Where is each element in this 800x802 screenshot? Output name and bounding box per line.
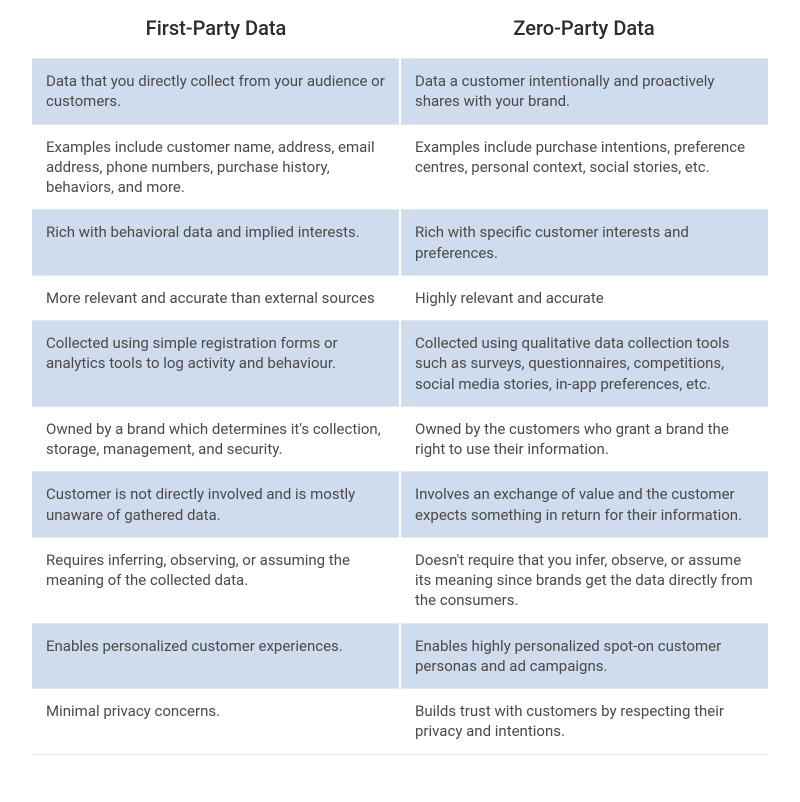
cell-first-party: Examples include customer name, address,… [32, 124, 400, 210]
cell-zero-party: Examples include purchase intentions, pr… [400, 124, 768, 210]
cell-zero-party: Collected using qualitative data collect… [400, 321, 768, 407]
cell-first-party: Minimal privacy concerns. [32, 689, 400, 755]
cell-first-party: Requires inferring, observing, or assumi… [32, 537, 400, 623]
cell-first-party: Data that you directly collect from your… [32, 59, 400, 125]
cell-zero-party: Highly relevant and accurate [400, 275, 768, 320]
table-row: Data that you directly collect from your… [32, 59, 768, 125]
table-row: Rich with behavioral data and implied in… [32, 210, 768, 276]
comparison-table-container: First-Party Data Zero-Party Data Data th… [0, 0, 800, 775]
cell-zero-party: Owned by the customers who grant a brand… [400, 406, 768, 472]
table-row: Collected using simple registration form… [32, 321, 768, 407]
table-row: Examples include customer name, address,… [32, 124, 768, 210]
table-row: Customer is not directly involved and is… [32, 472, 768, 538]
cell-first-party: Enables personalized customer experience… [32, 623, 400, 689]
table-row: More relevant and accurate than external… [32, 275, 768, 320]
cell-zero-party: Builds trust with customers by respectin… [400, 689, 768, 755]
table-row: Requires inferring, observing, or assumi… [32, 537, 768, 623]
cell-first-party: Rich with behavioral data and implied in… [32, 210, 400, 276]
cell-first-party: Customer is not directly involved and is… [32, 472, 400, 538]
cell-zero-party: Rich with specific customer interests an… [400, 210, 768, 276]
cell-zero-party: Data a customer intentionally and proact… [400, 59, 768, 125]
cell-first-party: Collected using simple registration form… [32, 321, 400, 407]
cell-zero-party: Involves an exchange of value and the cu… [400, 472, 768, 538]
table-headers: First-Party Data Zero-Party Data [32, 16, 768, 40]
table-row: Owned by a brand which determines it's c… [32, 406, 768, 472]
cell-first-party: More relevant and accurate than external… [32, 275, 400, 320]
table-row: Enables personalized customer experience… [32, 623, 768, 689]
cell-zero-party: Enables highly personalized spot-on cust… [400, 623, 768, 689]
table-row: Minimal privacy concerns.Builds trust wi… [32, 689, 768, 755]
cell-first-party: Owned by a brand which determines it's c… [32, 406, 400, 472]
cell-zero-party: Doesn't require that you infer, observe,… [400, 537, 768, 623]
comparison-table: Data that you directly collect from your… [32, 58, 768, 755]
column-header-zero-party: Zero-Party Data [400, 16, 768, 40]
column-header-first-party: First-Party Data [32, 16, 400, 40]
